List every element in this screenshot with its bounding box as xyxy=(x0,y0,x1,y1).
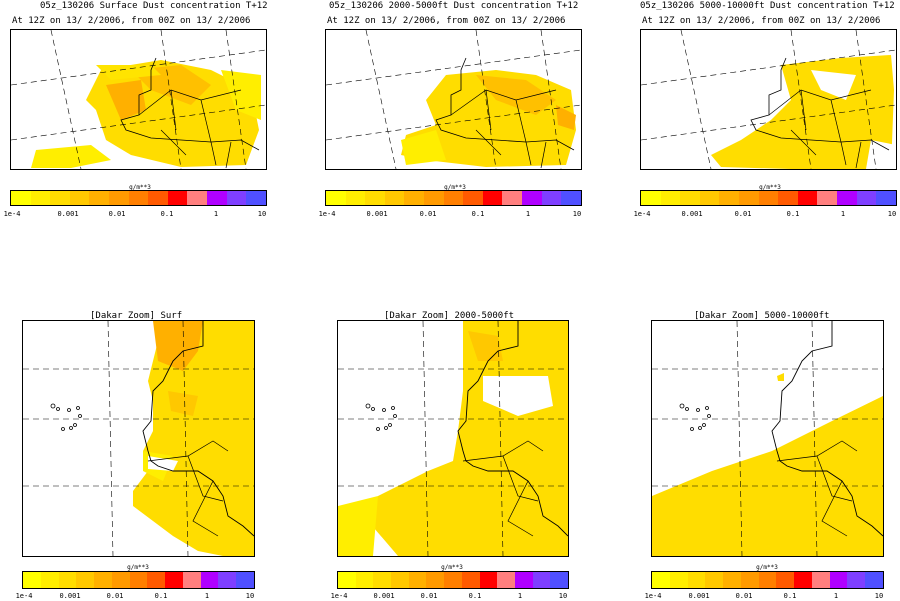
tick-label: 0.001 xyxy=(59,592,81,600)
tick-label: 0.01 xyxy=(108,210,126,218)
panel-subtitle: At 12Z on 13/ 2/2006, from 00Z on 13/ 2/… xyxy=(642,16,881,26)
tick-label: 1 xyxy=(840,210,846,218)
tick-label: 1 xyxy=(525,210,531,218)
tick-label: 10 xyxy=(874,592,884,600)
tick-label: 0.1 xyxy=(160,210,174,218)
tick-label: 1e-4 xyxy=(3,210,21,218)
tick-label: 0.1 xyxy=(471,210,485,218)
tick-label: 0.001 xyxy=(688,592,710,600)
tick-label: 10 xyxy=(572,210,582,218)
tick-label: 1e-4 xyxy=(330,592,348,600)
panel-title: 05z_130206 5000-10000ft Dust concentrati… xyxy=(640,1,895,11)
tick-label: 0.01 xyxy=(419,210,437,218)
tick-label: 1 xyxy=(204,592,210,600)
tick-label: 0.01 xyxy=(734,210,752,218)
colorbar-unit: g/m**3 xyxy=(129,184,151,191)
dakar-zoom-5000-10000ft xyxy=(651,320,884,557)
tick-label: 0.1 xyxy=(154,592,168,600)
zoom-title: [Dakar Zoom] 2000-5000ft xyxy=(384,311,515,321)
panel-subtitle: At 12Z on 13/ 2/2006, from 00Z on 13/ 2/… xyxy=(327,16,566,26)
zoom-title: [Dakar Zoom] Surf xyxy=(90,311,183,321)
tick-label: 0.1 xyxy=(468,592,482,600)
zoom-title: [Dakar Zoom] 5000-10000ft xyxy=(694,311,830,321)
panel-subtitle: At 12Z on 13/ 2/2006, from 00Z on 13/ 2/… xyxy=(12,16,251,26)
colorbar xyxy=(640,190,897,206)
dakar-zoom-surf xyxy=(22,320,255,557)
dust-map-5000-10000ft xyxy=(640,29,897,170)
tick-label: 1e-4 xyxy=(644,592,662,600)
tick-label: 0.001 xyxy=(681,210,703,218)
tick-label: 10 xyxy=(257,210,267,218)
dust-map-surface xyxy=(10,29,267,170)
panel-title: 05z_130206 2000-5000ft Dust concentratio… xyxy=(329,1,579,11)
dakar-zoom-2000-5000ft xyxy=(337,320,569,557)
panel-title: 05z_130206 Surface Dust concentration T+… xyxy=(40,1,268,11)
colorbar xyxy=(325,190,582,206)
tick-label: 1 xyxy=(517,592,523,600)
tick-label: 0.001 xyxy=(373,592,395,600)
colorbar-unit: g/m**3 xyxy=(441,564,463,571)
tick-label: 1e-4 xyxy=(15,592,33,600)
tick-label: 0.1 xyxy=(786,210,800,218)
tick-label: 0.01 xyxy=(420,592,438,600)
tick-label: 10 xyxy=(245,592,255,600)
tick-label: 0.001 xyxy=(366,210,388,218)
colorbar-unit: g/m**3 xyxy=(127,564,149,571)
tick-label: 1 xyxy=(833,592,839,600)
tick-label: 1 xyxy=(213,210,219,218)
colorbar-unit: g/m**3 xyxy=(444,184,466,191)
colorbar-unit: g/m**3 xyxy=(759,184,781,191)
tick-label: 10 xyxy=(558,592,568,600)
tick-label: 0.1 xyxy=(783,592,797,600)
tick-label: 0.001 xyxy=(57,210,79,218)
tick-label: 0.01 xyxy=(106,592,124,600)
colorbar xyxy=(337,571,569,589)
colorbar-unit: g/m**3 xyxy=(756,564,778,571)
colorbar xyxy=(22,571,255,589)
dust-map-2000-5000ft xyxy=(325,29,582,170)
colorbar xyxy=(10,190,267,206)
colorbar xyxy=(651,571,884,589)
tick-label: 10 xyxy=(887,210,897,218)
tick-label: 1e-4 xyxy=(633,210,651,218)
tick-label: 0.01 xyxy=(735,592,753,600)
tick-label: 1e-4 xyxy=(318,210,336,218)
